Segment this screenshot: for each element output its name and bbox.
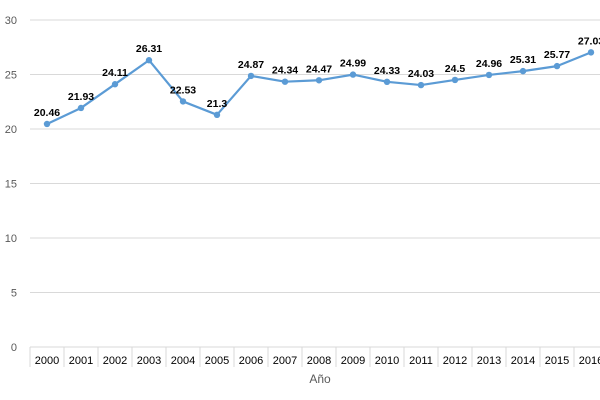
y-tick-label: 20 [5,124,17,136]
x-tick-label: 2010 [375,355,399,367]
x-tick-label: 2003 [137,355,161,367]
data-label: 24.11 [102,67,128,79]
y-tick-label: 30 [5,15,17,27]
series-group [43,49,595,128]
y-tick-label: 5 [11,288,17,300]
data-label: 24.99 [340,58,366,70]
y-tick-label: 15 [5,179,17,191]
data-label: 24.87 [238,59,264,71]
x-tick-label: 2006 [239,355,263,367]
x-tick-label: 2000 [35,355,59,367]
data-point [77,104,85,112]
data-label: 20.46 [34,107,60,119]
data-point [43,120,51,128]
data-point [519,67,527,75]
data-label: 24.34 [272,65,298,77]
data-label: 24.47 [306,63,332,75]
data-point [417,81,425,89]
data-label: 24.5 [445,63,466,75]
data-point [111,81,119,88]
x-tick-label: 2001 [69,355,93,367]
data-point [383,78,391,86]
x-tick-label: 2004 [171,355,195,367]
data-point [315,77,323,84]
x-tick-label: 2002 [103,355,127,367]
data-label: 25.31 [510,54,536,66]
x-tick-label: 2014 [511,355,535,367]
data-point [587,49,595,56]
y-tick-label: 0 [11,342,17,354]
x-axis-ticks: 2000 2001 2002 2003 2004 2005 2006 2007 2008 2009… [29,347,600,367]
x-tick-label: 2008 [307,355,331,367]
x-tick-label: 2009 [341,355,365,367]
x-tick-label: 2007 [273,355,297,367]
data-point [213,111,221,119]
x-axis-label: Año [309,372,331,386]
x-tick-label: 2016 [579,355,600,367]
gridlines [30,19,600,348]
x-tick-label: 2011 [409,355,433,367]
data-label: 24.96 [476,58,502,70]
data-point [179,98,187,105]
x-tick-label: 2005 [205,355,229,367]
y-tick-label: 25 [5,70,17,82]
data-labels: 20.46 21.93 24.11 26.31 22.53 21.3 24.87 24.34 2… [34,35,600,119]
x-tick-label: 2015 [545,355,569,367]
data-label: 21.3 [207,98,228,110]
data-point [485,71,493,79]
data-label: 22.53 [170,84,196,96]
data-label: 24.33 [374,65,400,77]
x-tick-label: 2013 [477,355,501,367]
data-label: 25.77 [544,49,570,61]
data-point [349,71,357,78]
data-label: 26.31 [136,43,162,55]
data-point [247,72,255,80]
data-label: 24.03 [408,68,434,80]
data-point [281,78,289,85]
x-tick-label: 2012 [443,355,467,367]
data-label: 21.93 [68,91,94,103]
y-tick-label: 10 [5,233,17,245]
data-point [451,76,459,84]
data-label: 27.03 [578,35,600,47]
data-point [553,62,561,70]
y-axis-ticks: 0 5 10 15 20 25 30 [5,15,17,354]
data-point [145,57,153,64]
